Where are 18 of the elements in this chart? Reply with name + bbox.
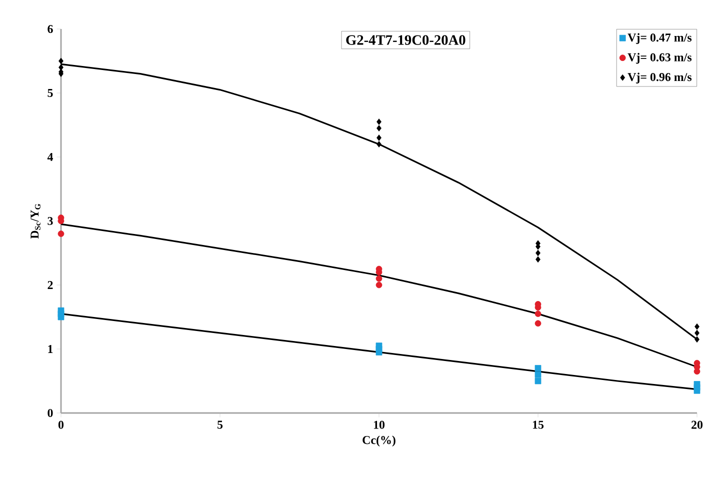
x-tick-label: 10 xyxy=(374,420,385,429)
x-tick-label: 15 xyxy=(532,420,544,429)
y-tick-label: 5 xyxy=(48,89,53,97)
x-tick-label: 0 xyxy=(58,420,64,429)
y-tick-label: 6 xyxy=(48,24,53,34)
y-tick-label: 3 xyxy=(48,216,53,226)
x-axis-title: Cc(%) xyxy=(362,436,396,447)
x-tick-label: 20 xyxy=(692,420,703,429)
y-axis-title: D$_{Sc}$/Y$_{G}$ xyxy=(30,204,40,239)
annotation: G2-4T7-19C0-20A0 xyxy=(346,35,466,45)
y-tick-label: 2 xyxy=(48,281,53,289)
y-tick-label: 0 xyxy=(48,408,53,418)
legend-label: Vj= 0.96 m/s xyxy=(628,72,692,84)
legend-label: Vj= 0.63 m/s xyxy=(628,52,692,64)
y-tick-label: 1 xyxy=(48,345,53,353)
y-tick-label: 4 xyxy=(47,153,53,161)
legend-label: Vj= 0.47 m/s xyxy=(628,33,692,44)
x-tick-label: 5 xyxy=(218,420,223,429)
